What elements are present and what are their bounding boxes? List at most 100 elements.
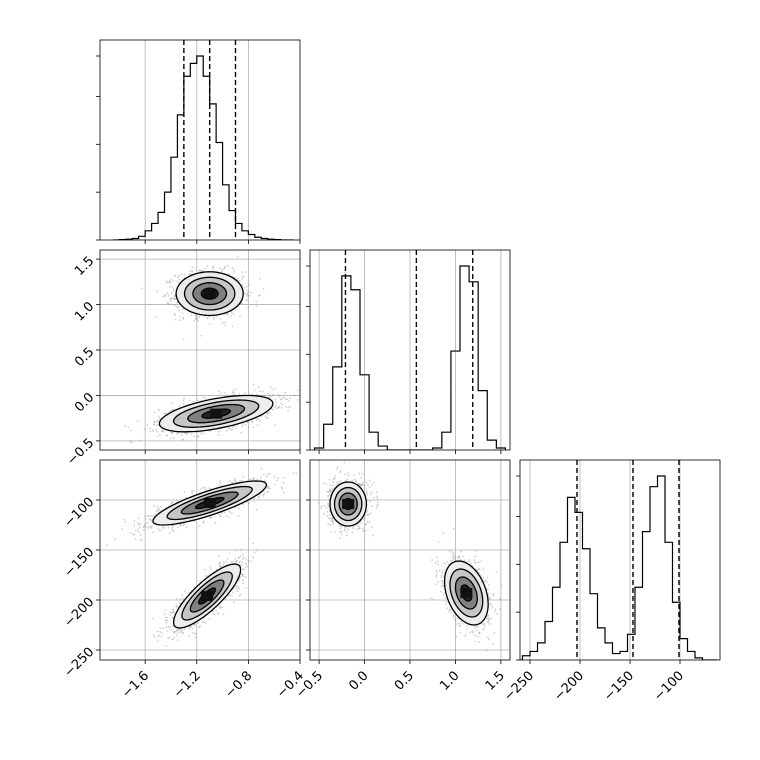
scatter-point xyxy=(255,508,258,511)
scatter-point xyxy=(246,293,248,295)
scatter-point xyxy=(160,430,163,433)
scatter-point xyxy=(241,574,244,577)
scatter-point xyxy=(151,515,153,517)
panel-frame xyxy=(99,39,301,241)
x-tick-label: −150 xyxy=(601,668,637,704)
scatter-point xyxy=(265,416,268,419)
scatter-point xyxy=(246,299,249,302)
scatter-point xyxy=(191,490,193,493)
scatter-point xyxy=(259,390,262,393)
scatter-point xyxy=(173,297,176,300)
scatter-point xyxy=(243,555,245,558)
scatter-point xyxy=(165,434,168,437)
scatter-point xyxy=(169,300,172,303)
scatter-point xyxy=(166,434,169,437)
scatter-point xyxy=(201,486,204,489)
scatter-point xyxy=(191,631,194,634)
scatter-point xyxy=(274,483,277,486)
scatter-point xyxy=(168,637,171,639)
scatter-point xyxy=(180,628,183,631)
scatter-point xyxy=(219,565,221,568)
scatter-point xyxy=(219,607,222,609)
scatter-point xyxy=(149,427,151,430)
scatter-point xyxy=(178,274,181,277)
scatter-point xyxy=(175,597,178,600)
scatter-point xyxy=(237,586,240,589)
scatter-point xyxy=(182,318,185,320)
scatter-point xyxy=(234,388,237,390)
scatter-point xyxy=(266,473,269,476)
scatter-point xyxy=(228,427,231,429)
scatter-point xyxy=(124,425,126,427)
scatter-point xyxy=(168,280,171,283)
scatter-point xyxy=(220,270,223,273)
panel-frame xyxy=(519,459,721,661)
scatter-point xyxy=(257,495,260,498)
x-tick-label: −250 xyxy=(501,668,537,704)
scatter-point xyxy=(146,424,149,426)
scatter-point xyxy=(230,482,233,484)
scatter-point xyxy=(212,266,215,269)
scatter-point xyxy=(150,526,153,529)
scatter-point xyxy=(241,275,244,278)
scatter-point xyxy=(262,493,265,496)
scatter-point xyxy=(167,637,170,639)
scatter-point xyxy=(157,507,160,510)
scatter-point xyxy=(157,635,160,638)
scatter-point xyxy=(149,525,152,528)
scatter-point xyxy=(204,486,207,489)
scatter-point xyxy=(184,432,187,435)
scatter-point xyxy=(234,560,237,563)
scatter-point xyxy=(280,486,283,489)
scatter-point xyxy=(226,429,228,432)
scatter-point xyxy=(174,275,177,277)
scatter-point xyxy=(147,527,150,529)
scatter-point xyxy=(257,386,260,389)
scatter-point xyxy=(274,424,276,427)
scatter-point xyxy=(273,476,276,478)
scatter-point xyxy=(156,290,159,292)
scatter-point xyxy=(172,529,175,532)
scatter-point xyxy=(182,403,185,406)
scatter-point xyxy=(218,513,221,516)
scatter-point xyxy=(266,417,269,419)
scatter-point xyxy=(152,634,155,636)
scatter-point xyxy=(155,424,158,427)
scatter-point xyxy=(158,433,161,436)
scatter-point xyxy=(279,398,282,401)
scatter-point xyxy=(231,512,233,515)
scatter-point xyxy=(192,400,195,403)
scatter-point xyxy=(167,303,170,306)
scatter-point xyxy=(266,487,269,490)
scatter-point xyxy=(204,267,206,270)
scatter-point xyxy=(158,529,160,532)
scatter-point xyxy=(160,529,163,532)
scatter-point xyxy=(238,587,240,590)
scatter-point xyxy=(231,481,234,484)
scatter-point xyxy=(271,388,274,391)
scatter-point xyxy=(181,307,184,310)
scatter-point xyxy=(170,431,173,434)
scatter-point xyxy=(156,509,158,512)
scatter-point xyxy=(153,411,156,414)
scatter-point xyxy=(176,301,178,304)
scatter-point xyxy=(200,431,203,434)
scatter-point xyxy=(182,438,184,441)
scatter-point xyxy=(244,271,247,273)
scatter-point xyxy=(272,393,274,396)
scatter-point xyxy=(180,630,183,632)
scatter-point xyxy=(232,389,235,392)
scatter-point xyxy=(238,392,241,395)
scatter-point xyxy=(229,511,232,513)
scatter-point xyxy=(245,587,248,590)
scatter-point xyxy=(226,312,229,315)
scatter-point xyxy=(295,472,298,475)
scatter-point xyxy=(226,313,229,316)
scatter-point xyxy=(183,522,186,525)
scatter-point xyxy=(241,573,244,575)
scatter-point xyxy=(186,433,189,436)
scatter-point xyxy=(204,621,207,624)
x-tick-label: −200 xyxy=(551,668,587,704)
scatter-point xyxy=(139,522,142,525)
scatter-point xyxy=(177,306,180,309)
